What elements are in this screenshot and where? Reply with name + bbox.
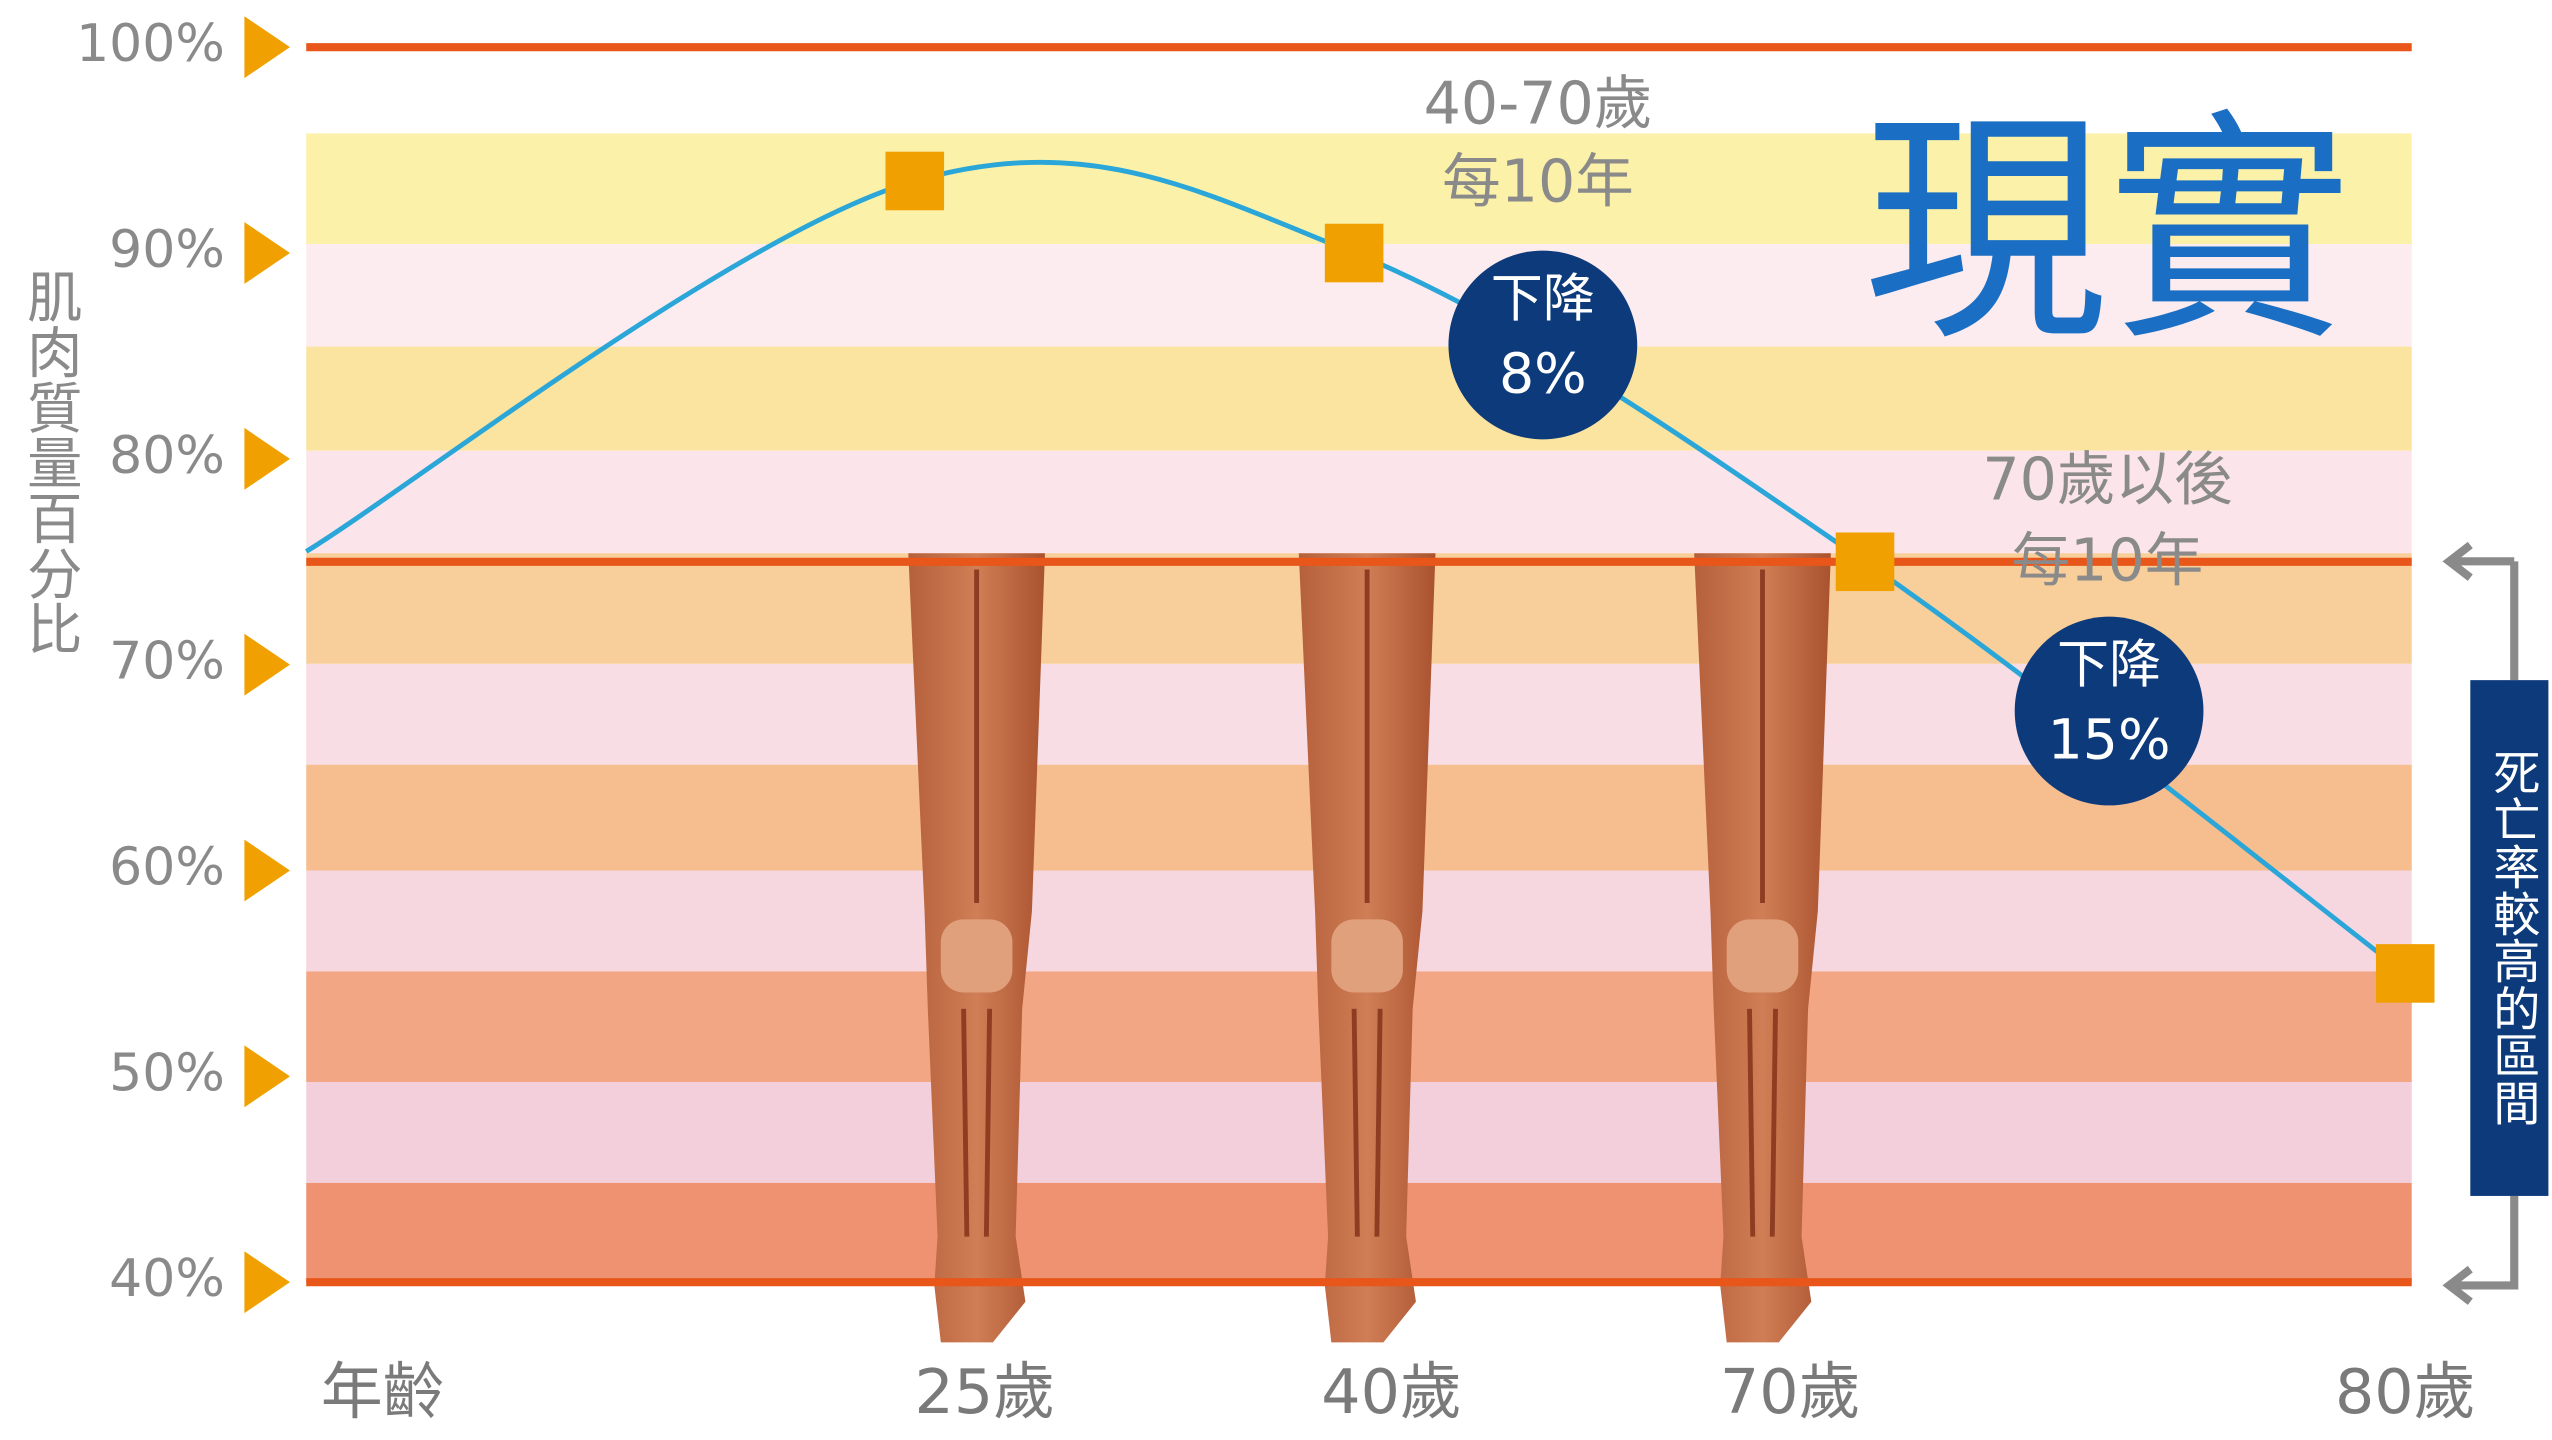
data-marker — [2375, 944, 2435, 1003]
knee — [1726, 919, 1799, 993]
band — [306, 450, 2412, 554]
badge-text: 15% — [2048, 709, 2171, 773]
x-tick-label: 70歲 — [1720, 1356, 1861, 1428]
y-tick-mark — [244, 16, 290, 79]
annotation: 40-70歲 — [1424, 69, 1653, 137]
x-tick-label: 80歲 — [2335, 1356, 2476, 1428]
leg-detail — [1351, 569, 1383, 1237]
y-tick-label: 90% — [109, 220, 225, 280]
y-tick-mark — [244, 222, 290, 284]
x-tick-label: 25歲 — [914, 1356, 1055, 1428]
y-tick-label: 40% — [109, 1249, 225, 1309]
y-tick-label: 50% — [109, 1043, 225, 1103]
y-tick-mark — [244, 427, 290, 490]
legs — [908, 553, 1831, 1343]
zone-box — [2470, 680, 2549, 1196]
x-tick-label: 40歲 — [1321, 1356, 1462, 1428]
badge — [2014, 616, 2204, 806]
badge — [1448, 250, 1638, 440]
leg-detail — [1747, 569, 1778, 1237]
band — [306, 346, 2412, 451]
data-marker — [1835, 532, 1895, 592]
annotation: 每10年 — [1442, 148, 1634, 216]
knee — [940, 919, 1013, 993]
badge-text: 下降 — [1491, 270, 1595, 330]
data-marker — [885, 151, 945, 211]
x-axis-label: 年齡 — [321, 1356, 445, 1428]
y-tick-label: 60% — [109, 838, 225, 898]
leg-detail — [961, 569, 993, 1237]
badge-text: 下降 — [2057, 636, 2161, 696]
annotation: 每10年 — [2012, 527, 2204, 595]
y-tick-mark — [244, 1251, 290, 1314]
y-tick-mark — [244, 633, 290, 696]
data-marker — [1324, 223, 1384, 283]
badge-text: 8% — [1499, 343, 1587, 407]
y-tick-label: 100% — [76, 14, 225, 74]
bracket — [2442, 541, 2519, 1305]
y-tick-label: 80% — [109, 426, 225, 486]
headline: 現實 — [1863, 89, 2351, 374]
knee — [1331, 919, 1403, 993]
y-tick-mark — [244, 1045, 290, 1108]
zone-label: 死亡率較高的區間 — [2484, 748, 2539, 1125]
annotation: 70歲以後 — [1982, 445, 2232, 513]
y-tick-mark — [244, 839, 290, 902]
y-tick-label: 70% — [109, 632, 225, 692]
y-axis-label: 肌肉質量百分比 — [17, 268, 82, 655]
